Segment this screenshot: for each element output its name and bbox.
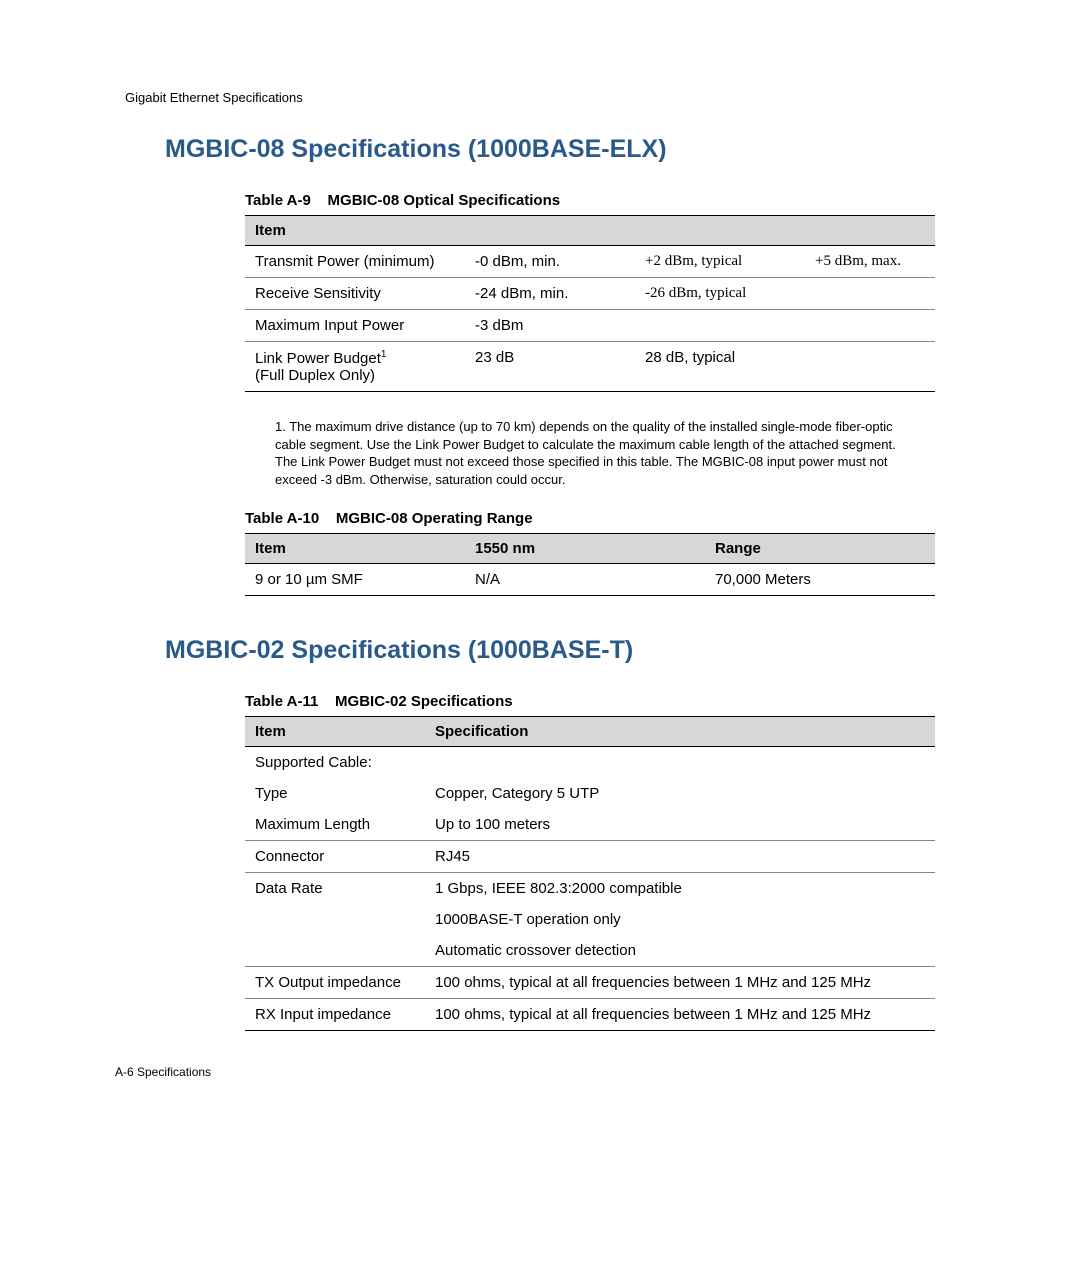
- table-a9-header-row: Item: [245, 216, 935, 246]
- table-row: RX Input impedance100 ohms, typical at a…: [245, 999, 935, 1031]
- cell: 28 dB, typical: [635, 342, 805, 392]
- table-a9-h4: [805, 216, 935, 246]
- cell: -26 dBm, typical: [635, 278, 805, 310]
- cell: [425, 747, 935, 779]
- table-a9-caption: Table A-9 MGBIC-08 Optical Specification…: [245, 192, 955, 209]
- cell: Up to 100 meters: [425, 809, 935, 841]
- footnote-ref: 1: [381, 349, 387, 360]
- table-row: Data Rate1 Gbps, IEEE 802.3:2000 compati…: [245, 873, 935, 905]
- table-a11-caption: Table A-11 MGBIC-02 Specifications: [245, 693, 955, 710]
- cell-text: Link Power Budget: [255, 350, 381, 367]
- cell: Connector: [245, 841, 425, 873]
- running-header: Gigabit Ethernet Specifications: [125, 90, 955, 105]
- cell: RX Input impedance: [245, 999, 425, 1031]
- table-a9-caption-title: MGBIC-08 Optical Specifications: [328, 192, 561, 209]
- cell: -0 dBm, min.: [465, 246, 635, 278]
- footnote-text: The maximum drive distance (up to 70 km)…: [275, 419, 896, 487]
- table-row: Transmit Power (minimum) -0 dBm, min. +2…: [245, 246, 935, 278]
- table-a11-header-row: Item Specification: [245, 717, 935, 747]
- table-a10-block: Table A-10 MGBIC-08 Operating Range Item…: [245, 510, 955, 596]
- table-a9-footnote: 1. The maximum drive distance (up to 70 …: [275, 418, 915, 488]
- cell: 23 dB: [465, 342, 635, 392]
- cell: [805, 310, 935, 342]
- cell: [805, 342, 935, 392]
- cell: Copper, Category 5 UTP: [425, 778, 935, 809]
- table-a9-h1: Item: [245, 216, 465, 246]
- section2-title: MGBIC-02 Specifications (1000BASE-T): [165, 636, 955, 665]
- cell: [805, 278, 935, 310]
- section1-title: MGBIC-08 Specifications (1000BASE-ELX): [165, 135, 955, 164]
- cell: Maximum Length: [245, 809, 425, 841]
- table-a11-caption-title: MGBIC-02 Specifications: [335, 693, 513, 710]
- cell: -3 dBm: [465, 310, 635, 342]
- cell: [635, 310, 805, 342]
- table-row: 1000BASE-T operation only: [245, 904, 935, 935]
- cell: Automatic crossover detection: [425, 935, 935, 967]
- table-a10-header-row: Item 1550 nm Range: [245, 534, 935, 564]
- table-row: Maximum Input Power -3 dBm: [245, 310, 935, 342]
- cell: +5 dBm, max.: [805, 246, 935, 278]
- cell: Maximum Input Power: [245, 310, 465, 342]
- table-a10: Item 1550 nm Range 9 or 10 µm SMF N/A 70…: [245, 533, 935, 596]
- cell: Data Rate: [245, 873, 425, 905]
- cell: 1000BASE-T operation only: [425, 904, 935, 935]
- table-a10-caption-title: MGBIC-08 Operating Range: [336, 510, 533, 527]
- cell: Supported Cable:: [245, 747, 425, 779]
- table-row: Automatic crossover detection: [245, 935, 935, 967]
- cell: 100 ohms, typical at all frequencies bet…: [425, 999, 935, 1031]
- cell: TX Output impedance: [245, 967, 425, 999]
- cell: [245, 935, 425, 967]
- table-a11-block: Table A-11 MGBIC-02 Specifications Item …: [245, 693, 955, 1031]
- cell: Receive Sensitivity: [245, 278, 465, 310]
- cell: Transmit Power (minimum): [245, 246, 465, 278]
- table-a10-h3: Range: [705, 534, 935, 564]
- table-row: Maximum LengthUp to 100 meters: [245, 809, 935, 841]
- table-a9-caption-label: Table A-9: [245, 192, 311, 209]
- table-a10-caption: Table A-10 MGBIC-08 Operating Range: [245, 510, 955, 527]
- table-row: ConnectorRJ45: [245, 841, 935, 873]
- cell-text: (Full Duplex Only): [255, 367, 375, 384]
- cell: RJ45: [425, 841, 935, 873]
- cell: +2 dBm, typical: [635, 246, 805, 278]
- table-a9-h2: [465, 216, 635, 246]
- table-row: TypeCopper, Category 5 UTP: [245, 778, 935, 809]
- table-row: Receive Sensitivity -24 dBm, min. -26 dB…: [245, 278, 935, 310]
- table-row: Supported Cable:: [245, 747, 935, 779]
- table-a11-h2: Specification: [425, 717, 935, 747]
- table-a10-h1: Item: [245, 534, 465, 564]
- table-a10-caption-label: Table A-10: [245, 510, 319, 527]
- table-a9: Item Transmit Power (minimum) -0 dBm, mi…: [245, 215, 935, 392]
- cell: -24 dBm, min.: [465, 278, 635, 310]
- cell: N/A: [465, 564, 705, 596]
- footnote-number: 1.: [275, 419, 286, 434]
- cell: 1 Gbps, IEEE 802.3:2000 compatible: [425, 873, 935, 905]
- table-a9-h3: [635, 216, 805, 246]
- table-row: 9 or 10 µm SMF N/A 70,000 Meters: [245, 564, 935, 596]
- table-a11-caption-label: Table A-11: [245, 693, 318, 710]
- cell: 70,000 Meters: [705, 564, 935, 596]
- table-a9-block: Table A-9 MGBIC-08 Optical Specification…: [245, 192, 955, 392]
- table-a11-h1: Item: [245, 717, 425, 747]
- cell: [245, 904, 425, 935]
- cell: Type: [245, 778, 425, 809]
- table-row: TX Output impedance100 ohms, typical at …: [245, 967, 935, 999]
- cell: 9 or 10 µm SMF: [245, 564, 465, 596]
- table-row: Link Power Budget1 (Full Duplex Only) 23…: [245, 342, 935, 392]
- table-a10-h2: 1550 nm: [465, 534, 705, 564]
- cell: 100 ohms, typical at all frequencies bet…: [425, 967, 935, 999]
- table-a11: Item Specification Supported Cable:TypeC…: [245, 716, 935, 1031]
- page-footer: A-6 Specifications: [115, 1065, 211, 1079]
- cell: Link Power Budget1 (Full Duplex Only): [245, 342, 465, 392]
